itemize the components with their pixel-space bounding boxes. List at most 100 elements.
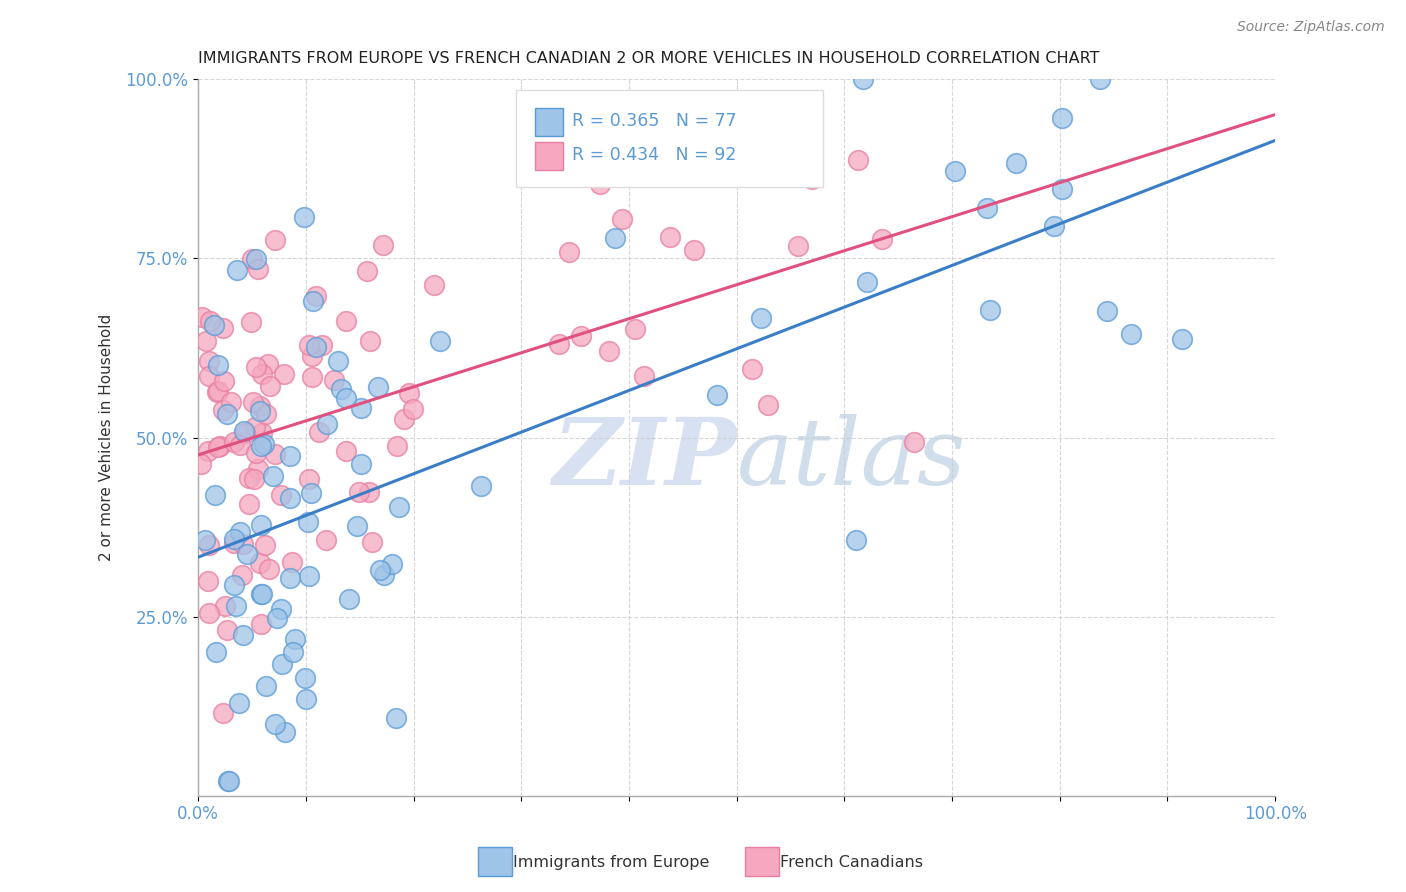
Point — [245, 252, 267, 267]
Text: Source: ZipAtlas.com: Source: ZipAtlas.com — [1237, 20, 1385, 34]
Point — [229, 524, 252, 539]
Point — [253, 436, 276, 450]
Point — [194, 533, 217, 547]
Point — [845, 533, 868, 547]
Point — [603, 230, 626, 244]
Point — [256, 358, 278, 372]
Point — [385, 439, 408, 453]
Point — [239, 315, 262, 329]
Point — [252, 367, 274, 381]
Point — [298, 569, 321, 583]
Point — [787, 239, 810, 253]
Text: ZIP: ZIP — [553, 414, 737, 504]
Point — [198, 354, 221, 368]
Point — [207, 440, 229, 454]
Point — [388, 500, 411, 514]
Point — [741, 362, 763, 376]
Point — [249, 404, 271, 418]
Point — [224, 434, 246, 449]
Point — [349, 484, 371, 499]
Point — [219, 395, 242, 409]
Point — [470, 479, 492, 493]
Point — [800, 171, 823, 186]
Point — [254, 679, 277, 693]
Point — [356, 264, 378, 278]
Point — [270, 602, 292, 616]
Point — [215, 624, 238, 638]
FancyBboxPatch shape — [536, 108, 564, 136]
Point — [401, 401, 423, 416]
Point — [749, 311, 772, 326]
Point — [756, 398, 779, 412]
Point — [852, 72, 875, 87]
Point — [222, 532, 245, 546]
Point — [264, 716, 287, 731]
Point — [292, 211, 315, 225]
Text: R = 0.365   N = 77: R = 0.365 N = 77 — [572, 112, 737, 130]
Point — [228, 696, 250, 710]
Point — [326, 354, 349, 368]
Point — [236, 547, 259, 561]
Point — [250, 425, 273, 440]
Point — [305, 289, 328, 303]
Point — [979, 303, 1001, 318]
Point — [214, 374, 236, 388]
Point — [1095, 304, 1118, 318]
Point — [197, 574, 219, 589]
Point — [423, 278, 446, 293]
Point — [298, 472, 321, 486]
Point — [218, 774, 240, 789]
Point — [247, 462, 270, 476]
Point — [190, 457, 212, 471]
Point — [392, 412, 415, 426]
Point — [205, 384, 228, 399]
Point — [231, 568, 253, 582]
Point — [254, 408, 277, 422]
Point — [558, 245, 581, 260]
Point — [368, 563, 391, 577]
Point — [200, 314, 222, 328]
Point — [198, 606, 221, 620]
Point — [316, 417, 339, 432]
Point — [633, 369, 655, 384]
Point — [311, 338, 333, 352]
Point — [233, 424, 256, 438]
Point — [217, 774, 239, 789]
Point — [271, 657, 294, 671]
Point — [198, 369, 221, 384]
Point — [598, 344, 620, 359]
Point — [245, 360, 267, 375]
Point — [195, 334, 218, 348]
Point — [367, 380, 389, 394]
Point — [211, 706, 233, 720]
Point — [225, 599, 247, 614]
Point — [202, 318, 225, 333]
Point — [259, 378, 281, 392]
Point — [243, 473, 266, 487]
Point — [249, 556, 271, 570]
Point — [335, 314, 357, 328]
Text: atlas: atlas — [737, 414, 966, 504]
Point — [299, 486, 322, 500]
Point — [257, 562, 280, 576]
Point — [315, 533, 337, 548]
Point — [250, 587, 273, 601]
Point — [335, 392, 357, 406]
Point — [249, 399, 271, 413]
Point — [262, 469, 284, 483]
Point — [250, 518, 273, 533]
Point — [683, 243, 706, 257]
Point — [235, 425, 257, 440]
Point — [301, 370, 323, 384]
Point — [380, 557, 402, 571]
Point — [359, 334, 381, 348]
Point — [373, 567, 395, 582]
Point — [270, 487, 292, 501]
Point — [207, 384, 229, 399]
Point — [273, 367, 295, 381]
Point — [323, 373, 346, 387]
Point — [624, 322, 647, 336]
Point — [264, 233, 287, 247]
Point — [305, 341, 328, 355]
Text: R = 0.434   N = 92: R = 0.434 N = 92 — [572, 145, 737, 163]
